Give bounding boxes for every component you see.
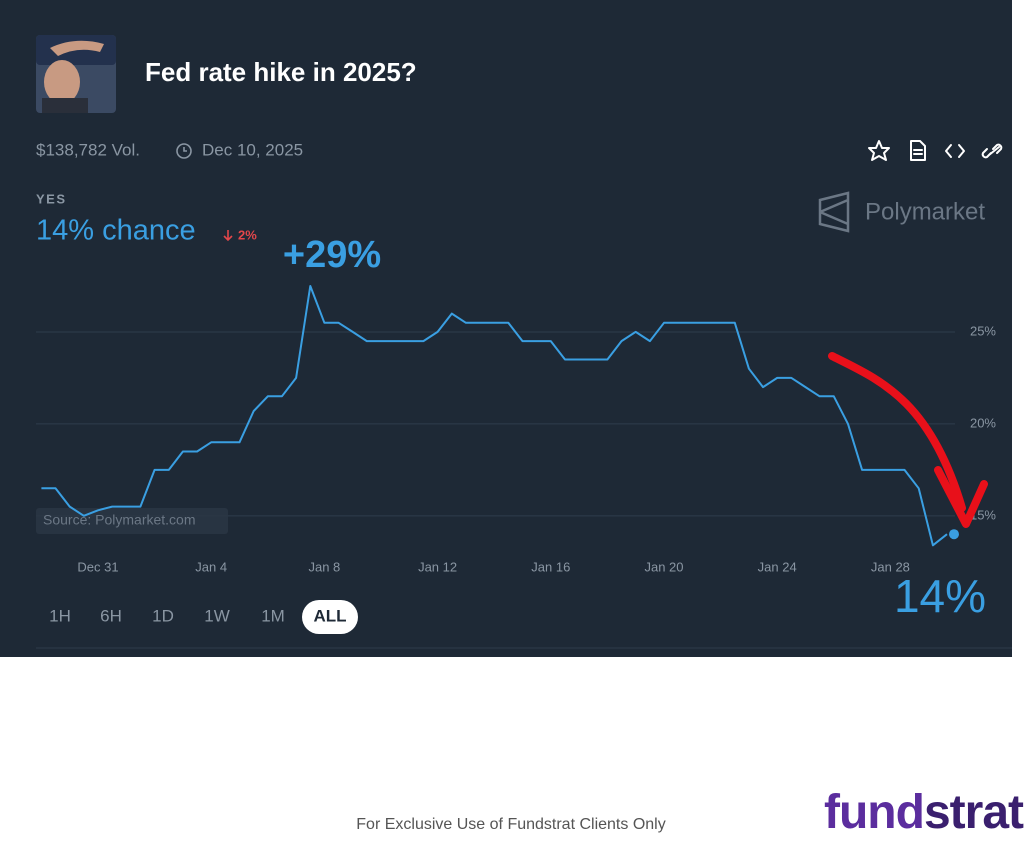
x-tick-label: Jan 8 bbox=[308, 559, 340, 574]
source-label: Source: Polymarket.com bbox=[43, 512, 196, 528]
market-title: Fed rate hike in 2025? bbox=[145, 57, 417, 87]
outcome-change: 2% bbox=[238, 227, 257, 242]
x-tick-label: Jan 24 bbox=[758, 559, 797, 574]
last-annotation: 14% bbox=[894, 570, 986, 622]
timeframe-button[interactable]: 1D bbox=[152, 606, 174, 625]
x-tick-label: Jan 4 bbox=[195, 559, 227, 574]
chart: 15% 20% 25% Dec 31 Jan 4 Jan 8 Jan 12 Jan 16 Jan… bbox=[36, 234, 996, 622]
embed-icon[interactable] bbox=[945, 144, 965, 158]
timeframe-bar: 1H 6H 1D 1W 1M ALL bbox=[49, 600, 358, 634]
logo-part: strat bbox=[924, 786, 1024, 839]
timeframe-button[interactable]: 1M bbox=[261, 606, 285, 625]
star-icon[interactable] bbox=[868, 140, 890, 161]
timeframe-button[interactable]: 1H bbox=[49, 606, 71, 625]
timeframe-button[interactable]: 1W bbox=[204, 606, 230, 625]
volume: $138,782 Vol. bbox=[36, 140, 140, 159]
y-tick-label: 25% bbox=[970, 323, 996, 338]
end-date: Dec 10, 2025 bbox=[202, 140, 303, 159]
panel bbox=[0, 0, 1012, 657]
timeframe-button[interactable]: 6H bbox=[100, 606, 122, 625]
last-point bbox=[949, 529, 959, 540]
x-tick-label: Jan 16 bbox=[531, 559, 570, 574]
market-image bbox=[36, 35, 116, 113]
y-tick-label: 15% bbox=[970, 507, 996, 522]
logo-part: fund bbox=[824, 786, 924, 839]
peak-annotation: +29% bbox=[283, 234, 381, 276]
outcome-chance: 14% chance bbox=[36, 215, 196, 247]
clock-icon bbox=[176, 143, 192, 159]
brand-name: Polymarket bbox=[865, 198, 985, 225]
x-tick-label: Jan 28 bbox=[871, 559, 910, 574]
x-tick-label: Jan 20 bbox=[644, 559, 683, 574]
disclaimer: For Exclusive Use of Fundstrat Clients O… bbox=[356, 816, 665, 833]
fundstrat-logo: fundstrat bbox=[824, 786, 1024, 839]
brand-logo bbox=[818, 191, 850, 233]
x-tick-label: Dec 31 bbox=[77, 559, 118, 574]
document-icon[interactable] bbox=[910, 140, 926, 161]
timeframe-selected-bg[interactable] bbox=[302, 600, 358, 634]
red-arrow bbox=[828, 352, 988, 528]
y-tick-label: 20% bbox=[970, 415, 996, 430]
link-icon[interactable] bbox=[981, 143, 1003, 159]
timeframe-button[interactable]: ALL bbox=[313, 606, 346, 625]
outcome-label: YES bbox=[36, 191, 67, 206]
source-box bbox=[36, 508, 228, 534]
x-tick-label: Jan 12 bbox=[418, 559, 457, 574]
down-arrow-icon bbox=[223, 230, 233, 242]
line-series bbox=[41, 285, 948, 547]
